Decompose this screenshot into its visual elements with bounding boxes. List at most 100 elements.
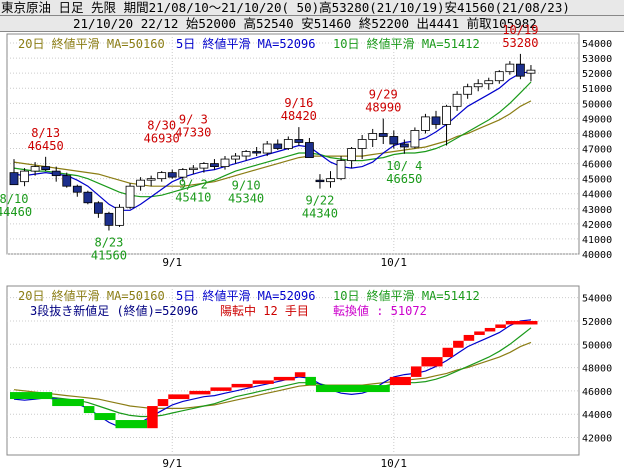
brick-down [10,392,53,400]
low-annotation-date: 8/23 [94,235,123,249]
linebreak-tick-label: 46000 [582,387,612,398]
linebreak-tick-label: 48000 [582,364,612,375]
brick-up [189,390,211,395]
price-tick-label: 51000 [582,84,612,95]
high-annotation-price: 48420 [281,109,317,123]
low-annotation-price: 44460 [0,205,32,219]
linebreak-legend-item: 20日 終値平滑 MA=50160 [18,288,165,303]
candle-body [30,166,40,172]
price-tick-label: 49000 [582,114,612,125]
chart-header: 東京原油 日足 先限 期間21/08/10〜21/10/20( 50)高5328… [0,0,624,32]
price-legend-item: 10日 終値平滑 MA=51412 [333,36,480,51]
candle-body [146,178,156,181]
candle-body [452,93,462,107]
brick-down [115,420,148,429]
linebreak-tick-label: 44000 [582,410,612,421]
price-tick-label: 53000 [582,54,612,65]
brick-up [231,383,253,388]
header-latest-ohlc: 21/10/20 22/12 始52000 高52540 安51460 終522… [73,16,537,31]
candle-body [20,170,29,183]
price-tick-label: 45000 [582,175,612,186]
price-tick-label: 41000 [582,235,612,246]
candle-body [115,206,124,226]
price-tick-label: 52000 [582,69,612,80]
candle-body [220,158,230,168]
ma10-line [13,81,532,198]
brick-up [495,324,506,328]
low-annotation-date: 9/22 [305,194,334,208]
price-tick-label: 44000 [582,190,612,201]
brick-down [315,385,390,393]
high-annotation-date: 10/19 [502,23,538,37]
high-annotation-date: 9/29 [369,88,398,102]
candle-body [315,179,325,183]
date-tick-label: 10/1 [381,256,408,269]
low-annotation-price: 44340 [302,207,338,221]
low-annotation-price: 41560 [91,248,127,262]
high-annotation-price: 48990 [365,101,401,115]
date-tick-label: 9/1 [162,256,182,269]
brick-down [52,399,84,407]
linebreak-ma10-line [13,327,532,418]
linebreak-info-basis: 3段抜き新値足 (終値)=52096 [30,303,198,318]
price-tick-label: 50000 [582,99,612,110]
candle-body [167,172,177,178]
candle-body [294,139,304,143]
candle-body [188,167,198,171]
linebreak-ma20-line [13,341,532,409]
price-legend-item: 20日 終値平滑 MA=50160 [18,36,165,51]
price-tick-label: 46000 [582,160,612,171]
candle-body [178,169,188,178]
linebreak-tick-label: 52000 [582,317,612,328]
low-annotation-date: 9/ 2 [179,177,208,191]
linebreak-info-reversal: 転換値 : 51072 [333,303,427,318]
price-tick-label: 47000 [582,145,612,156]
high-annotation-date: 9/16 [284,96,313,110]
brick-up [147,406,158,429]
candle-body [505,63,515,73]
candle-body [431,116,441,125]
linebreak-date-tick-label: 9/1 [162,457,182,470]
candle-body [41,166,51,171]
low-annotation-date: 8/10 [0,192,28,206]
candle-body [199,163,209,169]
candle-body [526,69,536,74]
candle-body [357,139,367,149]
candle-body [125,185,135,208]
brick-up [421,357,443,367]
high-annotation-price: 47330 [175,126,211,140]
brick-up [168,394,190,400]
price-tick-label: 48000 [582,129,612,140]
linebreak-date-tick-label: 10/1 [381,457,408,470]
price-tick-label: 42000 [582,220,612,231]
price-tick-label: 54000 [582,39,612,50]
linebreak-tick-label: 54000 [582,294,612,305]
candle-body [157,172,167,180]
candle-body [104,212,114,226]
header-period-summary: 東京原油 日足 先限 期間21/08/10〜21/10/20( 50)高5328… [1,0,570,15]
header-bar-top [0,0,624,16]
brick-down [94,413,116,421]
candle-body [9,172,19,186]
price-panel-frame [6,33,580,255]
candle-body [62,175,72,187]
linebreak-legend-item: 10日 終値平滑 MA=51412 [333,288,480,303]
brick-down [83,406,95,414]
candle-body [72,185,82,193]
high-annotation-price: 46930 [144,132,180,146]
brick-up [474,331,485,335]
high-annotation-price: 53280 [502,36,538,50]
candle-body [94,202,103,214]
brick-up [442,347,454,358]
candle-body [463,86,473,95]
brick-up [484,327,496,332]
linebreak-legend-item: 5日 終値平滑 MA=52096 [176,288,315,303]
price-tick-label: 43000 [582,205,612,216]
brick-up [210,387,232,391]
brick-up [505,320,538,325]
brick-up [389,376,411,386]
candle-body [273,143,283,149]
price-tick-label: 40000 [582,250,612,261]
low-annotation-price: 46650 [386,172,422,186]
brick-down [305,376,316,386]
